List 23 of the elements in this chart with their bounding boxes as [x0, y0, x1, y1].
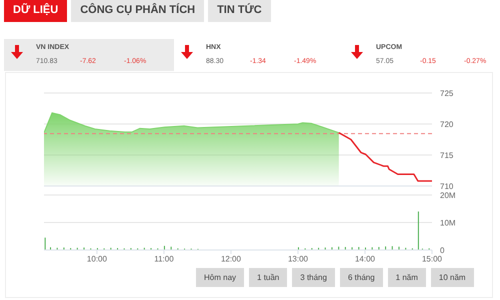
text: Hôm nay: [196, 268, 244, 287]
x-tick-label: 10:00: [86, 254, 108, 264]
y-tick-label: 20M: [440, 190, 456, 200]
x-tick-label: 15:00: [422, 254, 443, 264]
y-tick-label: 0: [440, 246, 445, 255]
y-tick-label: 725: [440, 88, 454, 98]
x-tick-label: 13:00: [288, 254, 309, 264]
x-tick-label: 11:00: [154, 254, 174, 264]
text: 6 tháng: [340, 268, 383, 287]
line-series: [338, 132, 432, 182]
text: 1 năm: [388, 268, 426, 287]
x-tick-label: 12:00: [220, 254, 242, 264]
text: 3 tháng: [292, 268, 335, 287]
y-tick-label: 720: [440, 120, 454, 129]
text: TIN TỨC: [208, 0, 271, 22]
text: DỮ LIỆU: [4, 0, 68, 22]
y-tick-label: 710: [440, 182, 454, 191]
y-tick-label: 715: [440, 150, 454, 160]
y-tick-label: 10M: [440, 218, 456, 228]
text: 10 năm: [430, 268, 474, 287]
text: 1 tuần: [249, 268, 288, 287]
text: CÔNG CỤ PHÂN TÍCH: [71, 0, 204, 22]
x-tick-label: 14:00: [354, 254, 376, 264]
